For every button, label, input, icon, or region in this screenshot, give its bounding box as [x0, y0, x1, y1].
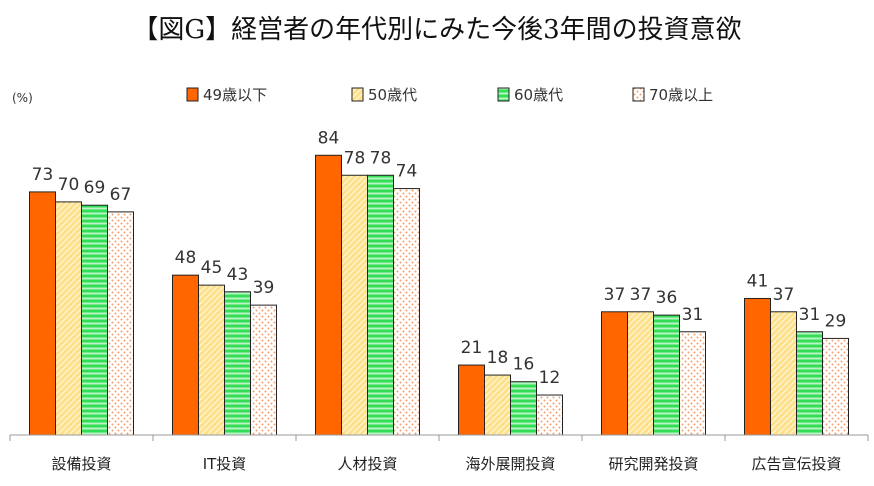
category-label: 人材投資 [337, 455, 397, 473]
bar [679, 331, 706, 436]
data-label: 43 [227, 265, 249, 285]
data-label: 18 [487, 348, 509, 368]
bar [315, 154, 342, 436]
bar [653, 314, 680, 436]
data-label: 74 [396, 162, 418, 182]
data-label: 70 [58, 175, 80, 195]
legend-label: 49歳以下 [203, 86, 267, 104]
bar [770, 311, 797, 436]
legend-swatch [186, 87, 199, 102]
bar [744, 297, 771, 436]
data-label: 37 [604, 285, 626, 305]
bar [172, 274, 199, 436]
category-labels: 設備投資 IT投資 人材投資 海外展開投資 研究開発投資 広告宣伝投資 [51, 455, 841, 473]
bar [458, 364, 485, 436]
bar [601, 311, 628, 436]
bars [29, 154, 849, 436]
x-axis-ticks [9, 435, 869, 441]
bar [393, 188, 420, 436]
data-label: 78 [370, 148, 392, 168]
data-label: 31 [799, 305, 821, 325]
data-label: 37 [630, 285, 652, 305]
data-label: 31 [682, 305, 704, 325]
data-label: 67 [110, 185, 132, 205]
data-label: 45 [201, 258, 223, 278]
bar [224, 291, 251, 436]
data-label: 41 [747, 271, 769, 291]
bar [484, 374, 511, 436]
category-label: 設備投資 [51, 455, 111, 473]
bar [107, 211, 134, 436]
unit-label: (%) [12, 91, 33, 105]
data-label: 37 [773, 285, 795, 305]
data-label: 39 [253, 278, 275, 298]
data-label: 21 [461, 338, 483, 358]
data-label: 16 [513, 355, 535, 375]
chart-title: 【図G】経営者の年代別にみた今後3年間の投資意欲 [132, 15, 741, 45]
bar [55, 201, 82, 436]
data-label: 36 [656, 288, 678, 308]
category-label: 広告宣伝投資 [751, 455, 841, 473]
bar [822, 337, 849, 436]
bar [510, 381, 537, 436]
legend-label: 60歳代 [514, 86, 563, 104]
legend-swatch [497, 87, 510, 102]
category-label: 海外展開投資 [465, 455, 555, 473]
data-label: 29 [825, 311, 847, 331]
legend-swatch [351, 87, 364, 102]
data-label: 69 [84, 178, 106, 198]
legend-label: 50歳代 [368, 86, 417, 104]
category-label: IT投資 [203, 455, 247, 473]
data-label: 48 [175, 248, 197, 268]
bar [796, 331, 823, 436]
bar [81, 204, 108, 436]
bar [29, 191, 56, 436]
data-label: 84 [318, 128, 340, 148]
bar [198, 284, 225, 436]
bar [367, 174, 394, 436]
data-label: 78 [344, 148, 366, 168]
bar [250, 304, 277, 436]
bar [627, 311, 654, 436]
legend-swatch [632, 87, 645, 102]
bar [536, 394, 563, 436]
data-label: 12 [539, 368, 561, 388]
bar [341, 174, 368, 436]
legend-label: 70歳以上 [649, 86, 713, 104]
data-label: 73 [32, 165, 54, 185]
category-label: 研究開発投資 [608, 455, 698, 473]
legend: 49歳以下 50歳代 60歳代 70歳以上 [186, 86, 713, 104]
